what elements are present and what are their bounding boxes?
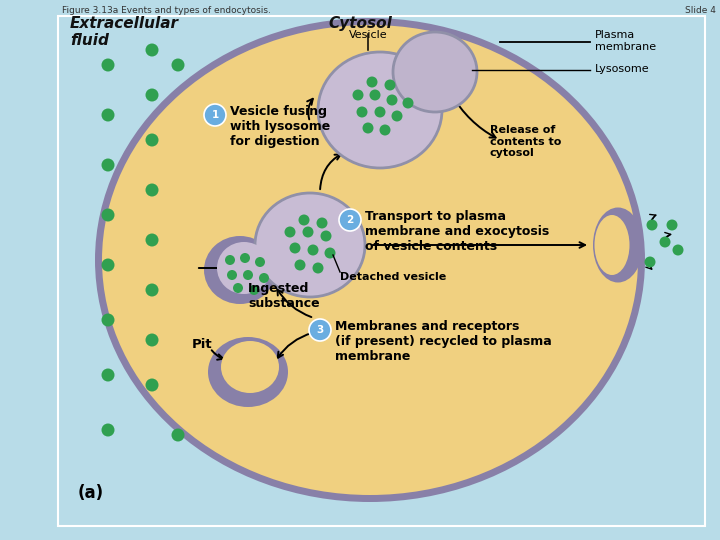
Circle shape	[145, 284, 158, 296]
Ellipse shape	[255, 193, 365, 297]
Circle shape	[145, 133, 158, 146]
Circle shape	[102, 58, 114, 71]
Circle shape	[171, 58, 184, 71]
Circle shape	[102, 259, 114, 272]
Text: 1: 1	[212, 110, 219, 120]
Circle shape	[145, 233, 158, 246]
Circle shape	[255, 257, 265, 267]
Circle shape	[289, 242, 300, 253]
Circle shape	[233, 283, 243, 293]
Bar	[58, 16, 705, 526]
Circle shape	[356, 106, 367, 118]
Circle shape	[227, 270, 237, 280]
Circle shape	[317, 218, 328, 228]
Circle shape	[102, 159, 114, 172]
Circle shape	[672, 245, 683, 255]
Text: Vesicle fusing
with lysosome
for digestion: Vesicle fusing with lysosome for digesti…	[230, 105, 330, 148]
Circle shape	[284, 226, 295, 238]
Circle shape	[387, 94, 397, 105]
Circle shape	[384, 79, 395, 91]
Circle shape	[353, 90, 364, 100]
Text: Detached vesicle: Detached vesicle	[340, 272, 446, 282]
Ellipse shape	[593, 207, 643, 282]
Circle shape	[204, 104, 226, 126]
Circle shape	[145, 379, 158, 392]
Ellipse shape	[393, 32, 477, 112]
Circle shape	[102, 423, 114, 436]
Ellipse shape	[217, 242, 271, 294]
Circle shape	[102, 314, 114, 327]
Text: Vesicle: Vesicle	[348, 30, 387, 40]
Circle shape	[302, 226, 313, 238]
Ellipse shape	[95, 18, 645, 502]
Circle shape	[402, 98, 413, 109]
Circle shape	[225, 255, 235, 265]
Text: Figure 3.13a Events and types of endocytosis.: Figure 3.13a Events and types of endocyt…	[62, 6, 271, 15]
Circle shape	[145, 89, 158, 102]
Circle shape	[102, 109, 114, 122]
Text: Extracellular
fluid: Extracellular fluid	[70, 16, 179, 49]
Circle shape	[259, 273, 269, 283]
Circle shape	[339, 209, 361, 231]
Text: Cytosol: Cytosol	[328, 16, 392, 31]
Text: Ingested
substance: Ingested substance	[248, 282, 320, 310]
Circle shape	[294, 260, 305, 271]
Text: 3: 3	[316, 325, 323, 335]
Circle shape	[392, 111, 402, 122]
Circle shape	[145, 334, 158, 347]
Circle shape	[102, 208, 114, 221]
Ellipse shape	[102, 25, 638, 495]
Text: Lysosome: Lysosome	[595, 64, 649, 74]
Ellipse shape	[595, 215, 629, 275]
Text: Membranes and receptors
(if present) recycled to plasma
membrane: Membranes and receptors (if present) rec…	[335, 320, 552, 363]
Circle shape	[145, 184, 158, 197]
Bar	[58, 16, 705, 526]
Circle shape	[667, 219, 678, 231]
Circle shape	[647, 219, 657, 231]
Circle shape	[379, 125, 390, 136]
Circle shape	[240, 253, 250, 263]
Circle shape	[309, 319, 331, 341]
Circle shape	[307, 245, 318, 255]
Circle shape	[362, 123, 374, 133]
Text: Slide 4: Slide 4	[685, 6, 716, 15]
Circle shape	[249, 285, 259, 295]
Circle shape	[171, 429, 184, 442]
Circle shape	[312, 262, 323, 273]
Text: Plasma
membrane: Plasma membrane	[595, 30, 656, 52]
Circle shape	[374, 106, 385, 118]
Ellipse shape	[208, 337, 288, 407]
Text: Pit: Pit	[192, 338, 212, 350]
Text: Release of
contents to
cytosol: Release of contents to cytosol	[490, 125, 562, 158]
Circle shape	[320, 231, 331, 241]
Ellipse shape	[318, 52, 442, 168]
Circle shape	[644, 256, 655, 267]
Text: Transport to plasma
membrane and exocytosis
of vesicle contents: Transport to plasma membrane and exocyto…	[365, 210, 549, 253]
Text: (a): (a)	[78, 484, 104, 502]
Circle shape	[325, 247, 336, 259]
Ellipse shape	[204, 236, 276, 304]
Circle shape	[145, 44, 158, 57]
Circle shape	[299, 214, 310, 226]
Circle shape	[366, 77, 377, 87]
Circle shape	[243, 270, 253, 280]
Text: 2: 2	[346, 215, 354, 225]
Circle shape	[369, 90, 380, 100]
Circle shape	[102, 368, 114, 381]
Ellipse shape	[221, 341, 279, 393]
Circle shape	[660, 237, 670, 247]
